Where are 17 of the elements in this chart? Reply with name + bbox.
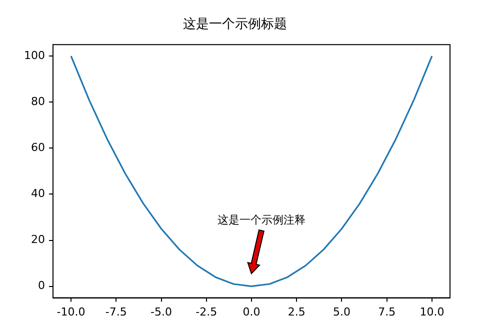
y-tick-label: 80 [30,95,45,108]
x-tick-label: -7.5 [105,305,127,318]
x-tick-label: 0.0 [242,305,260,318]
x-tick-label: 7.5 [378,305,396,318]
y-tick-label: 40 [30,187,45,200]
annotation: 这是一个示例注释 [217,213,306,226]
chart-title: 这是一个示例标题 [183,17,287,32]
y-tick-label: 100 [24,48,45,62]
y-tick-label: 60 [30,141,45,154]
x-tick-label: -2.5 [196,305,218,318]
y-tick-label: 0 [38,279,45,292]
x-tick-label: 2.5 [288,305,306,318]
x-tick-label: -5.0 [150,305,172,318]
x-tick-label: 10.0 [420,305,444,318]
x-tick-label: 5.0 [332,305,350,318]
y-tick-label: 20 [30,233,45,246]
x-tick-label: -10.0 [56,305,86,318]
